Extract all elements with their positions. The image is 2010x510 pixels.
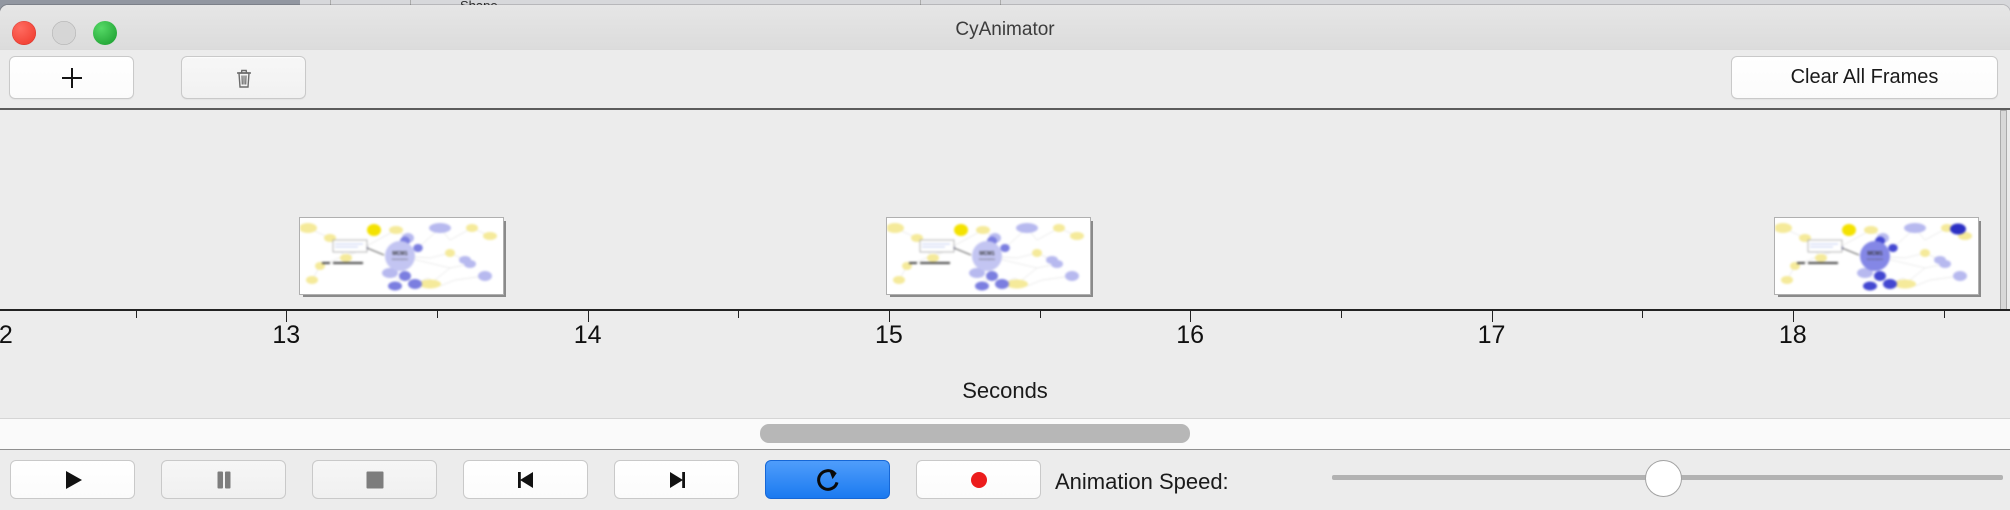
svg-text:transcription: transcription xyxy=(392,257,409,261)
svg-text:transcription: transcription xyxy=(1867,257,1884,261)
svg-text:transcription: transcription xyxy=(979,257,996,261)
